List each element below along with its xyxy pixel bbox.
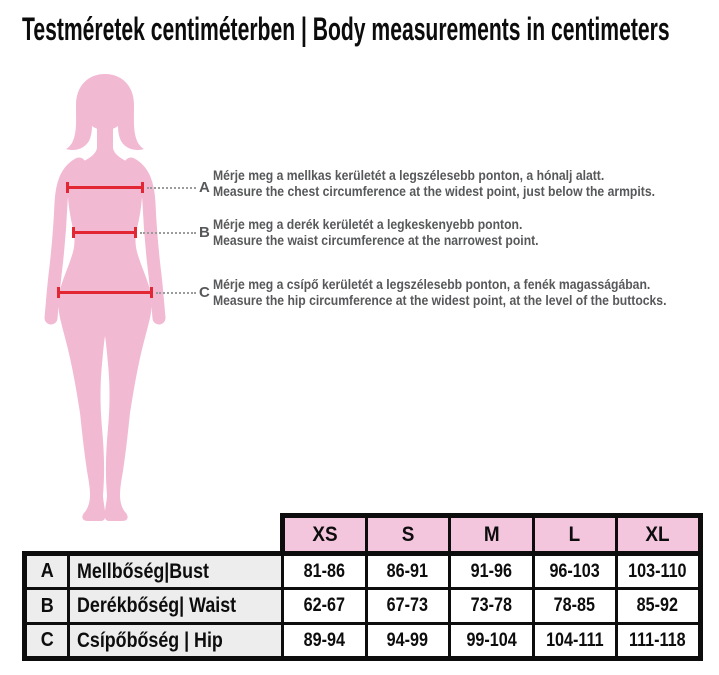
table-row-waist: B Derékbőség| Waist 62-67 67-73 73-78 78…: [22, 587, 703, 625]
chest-measure-line: [66, 182, 144, 193]
hip-leader-line: [156, 292, 196, 294]
chest-leader-line: [147, 187, 196, 189]
silhouette-hair: [66, 74, 144, 151]
cell-value: 94-99: [364, 622, 451, 661]
row-label: Csípőbőség | Hip: [67, 622, 284, 661]
cell-value: 104-111: [531, 622, 618, 661]
waist-measure-line: [72, 227, 137, 238]
cell-value: 96-103: [531, 552, 618, 590]
size-header-m: M: [448, 513, 535, 556]
cell-value: 86-91: [364, 552, 451, 590]
header-spacer: [69, 516, 283, 554]
chest-note-hu: Mérje meg a mellkas kerületét a legszéle…: [213, 167, 605, 183]
row-letter: A: [22, 551, 70, 590]
row-letter: C: [22, 622, 70, 661]
silhouette-right-arm: [124, 157, 166, 325]
female-body-silhouette: [44, 74, 166, 521]
size-header-row: XS S M L XL: [25, 513, 703, 556]
header-spacer: [25, 516, 69, 554]
hip-note-hu: Mérje meg a csípő kerületét a legszélese…: [213, 276, 651, 292]
hip-letter: C: [199, 284, 210, 301]
size-header-xl: XL: [615, 513, 703, 556]
hip-measure-line: [57, 287, 153, 298]
waist-leader-line: [140, 232, 196, 234]
chest-note: Mérje meg a mellkas kerületét a legszéle…: [213, 167, 719, 199]
size-table: XS S M L XL A Mellbőség|Bust 81-86 86-91…: [22, 513, 703, 661]
waist-note-hu: Mérje meg a derék kerületét a legkeskeny…: [213, 216, 523, 232]
cell-value: 103-110: [615, 552, 703, 590]
silhouette-left-arm: [44, 157, 86, 325]
cell-value: 89-94: [281, 622, 368, 661]
row-label: Derékbőség| Waist: [67, 587, 284, 625]
cell-value: 91-96: [448, 552, 535, 590]
waist-note: Mérje meg a derék kerületét a legkeskeny…: [213, 216, 587, 248]
waist-note-en: Measure the waist circumference at the n…: [213, 231, 539, 248]
size-header-l: L: [531, 513, 618, 556]
cell-value: 67-73: [364, 587, 451, 625]
cell-value: 111-118: [615, 622, 703, 661]
cell-value: 62-67: [281, 587, 368, 625]
hip-note: Mérje meg a csípő kerületét a legszélese…: [213, 276, 719, 308]
size-header-s: S: [364, 513, 451, 556]
cell-value: 73-78: [448, 587, 535, 625]
chest-note-en: Measure the chest circumference at the w…: [213, 182, 655, 199]
size-header-xs: XS: [280, 513, 368, 556]
waist-letter: B: [199, 224, 210, 241]
cell-value: 85-92: [615, 587, 703, 625]
hip-note-en: Measure the hip circumference at the wid…: [213, 291, 667, 308]
table-row-hip: C Csípőbőség | Hip 89-94 94-99 99-104 10…: [22, 622, 703, 661]
cell-value: 99-104: [448, 622, 535, 661]
table-row-bust: A Mellbőség|Bust 81-86 86-91 91-96 96-10…: [22, 551, 703, 590]
chest-letter: A: [199, 179, 210, 196]
row-label: Mellbőség|Bust: [67, 551, 284, 590]
cell-value: 78-85: [531, 587, 618, 625]
silhouette-body: [58, 124, 152, 521]
row-letter: B: [22, 587, 70, 625]
page-title: Testméretek centiméterben | Body measure…: [22, 11, 670, 47]
cell-value: 81-86: [281, 552, 368, 590]
